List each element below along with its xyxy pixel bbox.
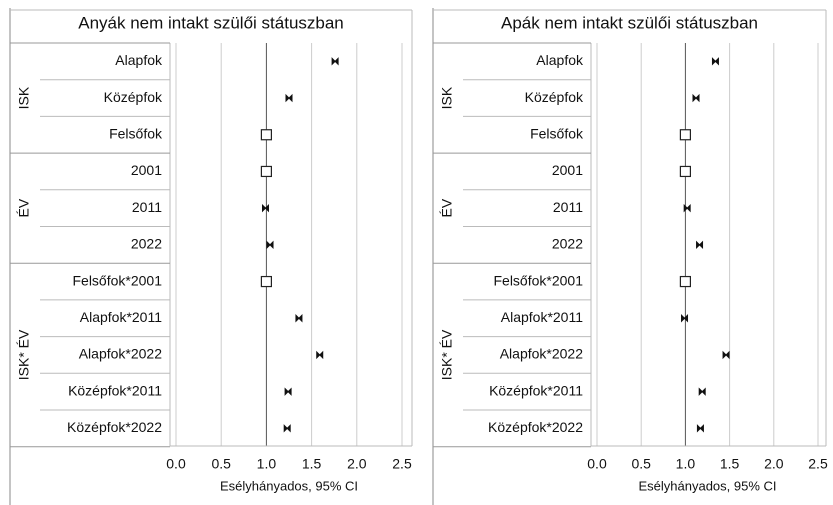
x-tick-label: 0.0 (166, 456, 186, 472)
estimate-marker (295, 314, 303, 323)
row-label: Felsőfok (530, 125, 584, 141)
x-tick-label: 0.5 (631, 456, 651, 472)
row-label: 2011 (132, 199, 162, 215)
estimate-marker (284, 387, 292, 396)
x-tick-label: 2.5 (808, 456, 828, 472)
x-tick-label: 1.0 (676, 456, 696, 472)
x-tick-label: 1.5 (720, 456, 740, 472)
reference-marker (679, 129, 692, 141)
row-label: Felsőfok*2001 (72, 272, 162, 288)
row-label: Felsőfok*2001 (493, 272, 583, 288)
group-label: ÉV (439, 198, 455, 217)
row-label: 2022 (552, 236, 583, 252)
row-label: 2001 (131, 162, 162, 178)
row-label: Középfok (525, 89, 584, 105)
estimate-marker (316, 350, 324, 360)
row-label: Középfok*2022 (488, 419, 583, 435)
group-label: ISK* ÉV (16, 329, 32, 380)
estimate-marker (283, 424, 291, 433)
estimate-marker (331, 57, 339, 66)
x-axis-label: Esélyhányados, 95% CI (638, 478, 776, 493)
x-tick-label: 2.5 (392, 456, 412, 472)
row-label: Alapfok (115, 52, 163, 68)
row-label: Alapfok (536, 52, 584, 68)
row-label: Alapfok*2022 (79, 346, 163, 362)
estimate-marker (692, 93, 700, 103)
reference-marker (260, 165, 272, 178)
estimate-marker (698, 387, 706, 396)
row-label: Alapfok*2011 (80, 309, 162, 325)
reference-marker (679, 165, 692, 178)
group-label: ISK (439, 86, 455, 109)
estimate-marker (266, 240, 274, 250)
reference-marker (260, 275, 272, 288)
estimate-marker (261, 203, 269, 213)
estimate-marker (711, 57, 719, 66)
row-label: Középfok*2011 (68, 382, 162, 398)
reference-marker (679, 275, 692, 288)
estimate-marker (696, 240, 704, 250)
estimate-marker (696, 424, 704, 433)
row-label: Középfok (104, 89, 163, 105)
row-label: 2011 (553, 199, 583, 215)
panel-title: Anyák nem intakt szülői státuszban (78, 13, 344, 32)
group-label: ÉV (16, 198, 32, 217)
row-label: Felsőfok (109, 125, 163, 141)
row-label: Alapfok*2022 (500, 346, 584, 362)
x-axis-label: Esélyhányados, 95% CI (220, 478, 358, 493)
group-label: ISK (16, 86, 32, 109)
estimate-marker (722, 350, 730, 360)
group-label: ISK* ÉV (439, 329, 455, 380)
x-tick-label: 1.5 (302, 456, 322, 472)
row-label: Középfok*2011 (489, 382, 583, 398)
x-tick-label: 2.0 (764, 456, 784, 472)
row-label: 2001 (552, 162, 583, 178)
estimate-marker (285, 93, 293, 103)
row-label: 2022 (131, 236, 162, 252)
x-tick-label: 1.0 (257, 456, 277, 472)
panel-title: Apák nem intakt szülői státuszban (501, 13, 758, 32)
x-tick-label: 0.0 (587, 456, 607, 472)
row-label: Középfok*2022 (67, 419, 162, 435)
reference-marker (260, 129, 272, 141)
estimate-marker (681, 314, 689, 323)
row-label: Alapfok*2011 (501, 309, 583, 325)
x-tick-label: 2.0 (347, 456, 367, 472)
estimate-marker (683, 203, 691, 213)
x-tick-label: 0.5 (211, 456, 231, 472)
